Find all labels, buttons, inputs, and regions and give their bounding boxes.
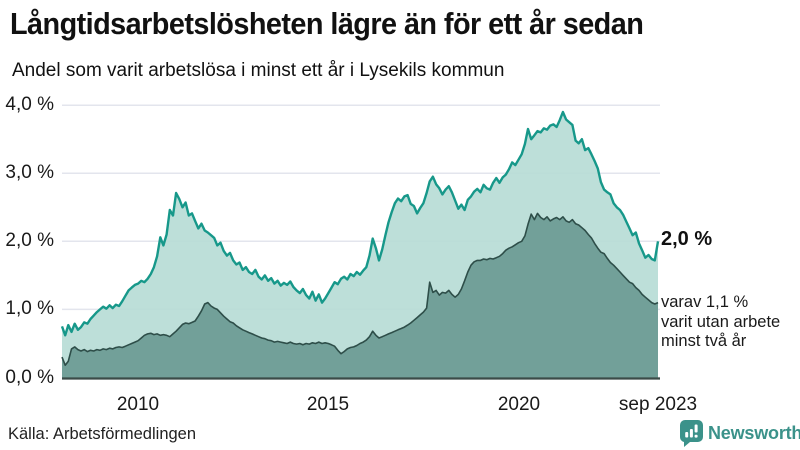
y-tick-label: 1,0 %	[5, 298, 54, 319]
source-note: Källa: Arbetsförmedlingen	[8, 425, 197, 443]
secondary-annotation-line: varav 1,1 %	[661, 293, 749, 311]
y-tick-label: 4,0 %	[5, 94, 54, 115]
x-tick-label: 2010	[116, 394, 160, 415]
series-min2yr-line	[61, 212, 659, 366]
newsworthy-logo: Newsworthy	[680, 420, 800, 447]
newsworthy-icon	[680, 420, 703, 447]
series-min1yr-line	[60, 110, 660, 337]
secondary-annotation-line: minst två år	[661, 332, 747, 350]
newsworthy-wordmark: Newsworthy	[708, 423, 800, 443]
x-tick-label: 2015	[306, 394, 350, 415]
y-tick-label: 3,0 %	[5, 162, 54, 183]
x-tick-label: 2020	[497, 394, 541, 415]
secondary-annotation: varav 1,1 % varit utan arbete minst två …	[661, 293, 780, 352]
chart-title: Långtidsarbetslösheten lägre än för ett …	[10, 6, 644, 41]
secondary-annotation-line: varit utan arbete	[661, 312, 781, 331]
y-tick-label: 0,0 %	[5, 367, 54, 388]
latest-value-label: 2,0 %	[661, 228, 713, 250]
series-min2yr-area	[62, 213, 658, 378]
chart-subtitle: Andel som varit arbetslösa i minst ett å…	[12, 60, 505, 81]
y-tick-label: 2,0 %	[5, 230, 54, 251]
x-tick-label: sep 2023	[618, 394, 698, 415]
